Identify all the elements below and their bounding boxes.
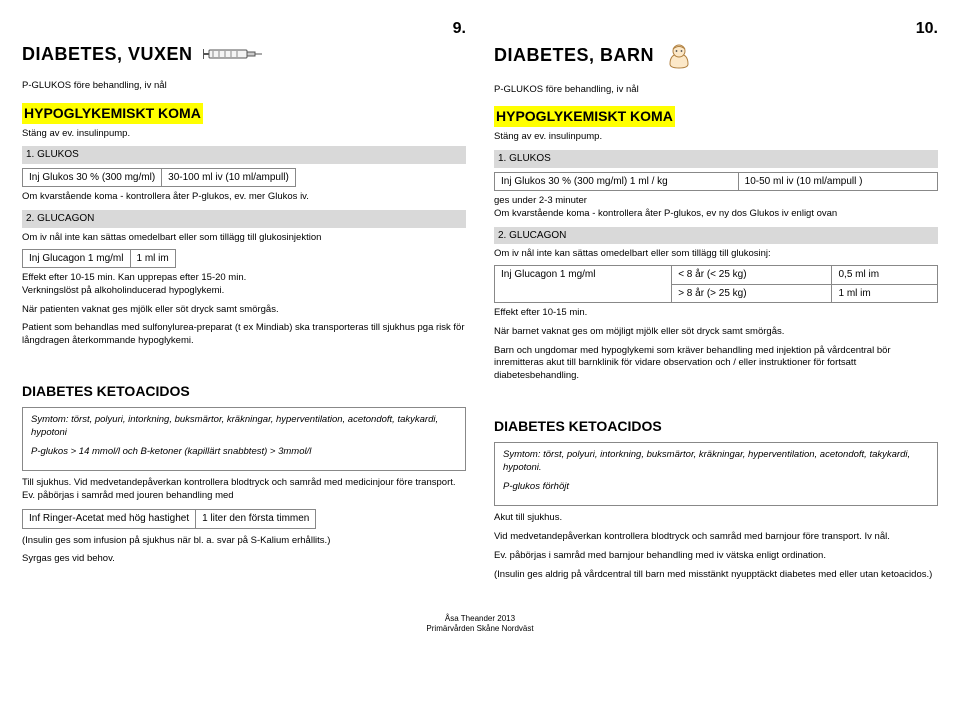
wake: När patienten vaknat ges mjölk eller söt… xyxy=(22,304,466,317)
sec2-bar: 2. GLUCAGON xyxy=(22,210,466,228)
page-number-right: 10. xyxy=(494,18,938,40)
barn-r: Barn och ungdomar med hypoglykemi som kr… xyxy=(494,345,938,383)
infusion-table: Inf Ringer-Acetat med hög hastighet 1 li… xyxy=(22,509,316,529)
keto-crit: P-glukos > 14 mmol/l och B-ketoner (kapi… xyxy=(31,446,457,459)
pre-text-r: P-GLUKOS före behandling, iv nål xyxy=(494,84,938,97)
syringe-icon xyxy=(203,44,263,64)
pre-text: P-GLUKOS före behandling, iv nål xyxy=(22,80,466,93)
keto-box-r: Symtom: törst, polyuri, intorkning, buks… xyxy=(494,442,938,506)
gluca-l-r: Inj Glucagon 1 mg/ml xyxy=(495,266,672,303)
page-number-left: 9. xyxy=(22,18,466,40)
glucagon-table: Inj Glucagon 1 mg/ml 1 ml im xyxy=(22,249,176,269)
wake-r: När barnet vaknat ges om möjligt mjölk e… xyxy=(494,326,938,339)
keto-crit-r: P-glukos förhöjt xyxy=(503,481,929,494)
title-row-left: DIABETES, VUXEN xyxy=(22,42,466,66)
eff2: Verkningslöst på alkoholinducerad hypogl… xyxy=(22,285,466,298)
glucagon-table-r: Inj Glucagon 1 mg/ml < 8 år (< 25 kg) 0,… xyxy=(494,265,938,303)
sec2-sub: Om iv nål inte kan sättas omedelbart ell… xyxy=(22,232,466,245)
main-title-left: DIABETES, VUXEN xyxy=(22,42,193,66)
glukos-r: 30-100 ml iv (10 ml/ampull) xyxy=(162,168,296,187)
keto-till: Till sjukhus. Vid medvetandepåverkan kon… xyxy=(22,477,466,503)
footer: Åsa Theander 2013 Primärvården Skåne Nor… xyxy=(22,614,938,636)
main-title-right: DIABETES, BARN xyxy=(494,43,654,67)
keto-heading: DIABETES KETOACIDOS xyxy=(22,382,466,401)
baby-icon xyxy=(664,42,694,70)
keto-syrgas: Syrgas ges vid behov. xyxy=(22,553,466,566)
keto-akut: Akut till sjukhus. xyxy=(494,512,938,525)
gluca-l: Inj Glucagon 1 mg/ml xyxy=(23,249,131,268)
glukos-r-r: 10-50 ml iv (10 ml/ampull ) xyxy=(738,172,937,191)
keto-heading-r: DIABETES KETOACIDOS xyxy=(494,417,938,436)
keto-ins: (Insulin ges som infusion på sjukhus när… xyxy=(22,535,466,548)
after1-r: ges under 2-3 minuter xyxy=(494,195,938,208)
hypo-sub-r: Stäng av ev. insulinpump. xyxy=(494,131,938,144)
keto-ev: Ev. påbörjas i samråd med barnjour behan… xyxy=(494,550,938,563)
keto-sym-r: Symtom: törst, polyuri, intorkning, buks… xyxy=(503,449,929,475)
keto-sym: Symtom: törst, polyuri, intorkning, buks… xyxy=(31,414,457,440)
sec1-bar-r: 1. GLUKOS xyxy=(494,150,938,168)
hypo-heading-hl-r: HYPOGLYKEMISKT KOMA xyxy=(494,106,675,127)
hypo-heading: HYPOGLYKEMISKT KOMA xyxy=(22,103,466,124)
sec1-bar: 1. GLUKOS xyxy=(22,146,466,164)
gluca-r: 1 ml im xyxy=(130,249,175,268)
title-row-right: DIABETES, BARN xyxy=(494,42,938,70)
hypo-heading-hl: HYPOGLYKEMISKT KOMA xyxy=(22,103,203,124)
inf-r: 1 liter den första timmen xyxy=(196,510,316,529)
glukos-l: Inj Glukos 30 % (300 mg/ml) xyxy=(23,168,162,187)
left-column: 9. DIABETES, VUXEN P-GLUKOS före behandl… xyxy=(22,18,466,588)
after2-r: Om kvarstående koma - kontrollera åter P… xyxy=(494,208,938,221)
right-column: 10. DIABETES, BARN P-GLUKOS före behandl… xyxy=(494,18,938,588)
hypo-heading-r: HYPOGLYKEMISKT KOMA xyxy=(494,106,938,127)
keto-ins-r: (Insulin ges aldrig på vårdcentral till … xyxy=(494,569,938,582)
inf-l: Inf Ringer-Acetat med hög hastighet xyxy=(23,510,196,529)
r1a: < 8 år (< 25 kg) xyxy=(672,266,832,285)
glukos-table: Inj Glukos 30 % (300 mg/ml) 30-100 ml iv… xyxy=(22,168,296,188)
sulf: Patient som behandlas med sulfonylurea-p… xyxy=(22,322,466,348)
footer-org: Primärvården Skåne Nordväst xyxy=(22,624,938,635)
r1b: 0,5 ml im xyxy=(832,266,938,285)
hypo-sub: Stäng av ev. insulinpump. xyxy=(22,128,466,141)
r2a: > 8 år (> 25 kg) xyxy=(672,284,832,303)
sec2-bar-r: 2. GLUCAGON xyxy=(494,227,938,245)
glukos-l-r: Inj Glukos 30 % (300 mg/ml) 1 ml / kg xyxy=(495,172,739,191)
glukos-after: Om kvarstående koma - kontrollera åter P… xyxy=(22,191,466,204)
footer-author: Åsa Theander 2013 xyxy=(22,614,938,625)
eff-r: Effekt efter 10-15 min. xyxy=(494,307,938,320)
r2b: 1 ml im xyxy=(832,284,938,303)
keto-medv: Vid medvetandepåverkan kontrollera blodt… xyxy=(494,531,938,544)
keto-box: Symtom: törst, polyuri, intorkning, buks… xyxy=(22,407,466,471)
eff1: Effekt efter 10-15 min. Kan upprepas eft… xyxy=(22,272,466,285)
page-columns: 9. DIABETES, VUXEN P-GLUKOS före behandl… xyxy=(22,18,938,588)
glukos-table-r: Inj Glukos 30 % (300 mg/ml) 1 ml / kg 10… xyxy=(494,172,938,192)
sec2-sub-r: Om iv nål inte kan sättas omedelbart ell… xyxy=(494,248,938,261)
